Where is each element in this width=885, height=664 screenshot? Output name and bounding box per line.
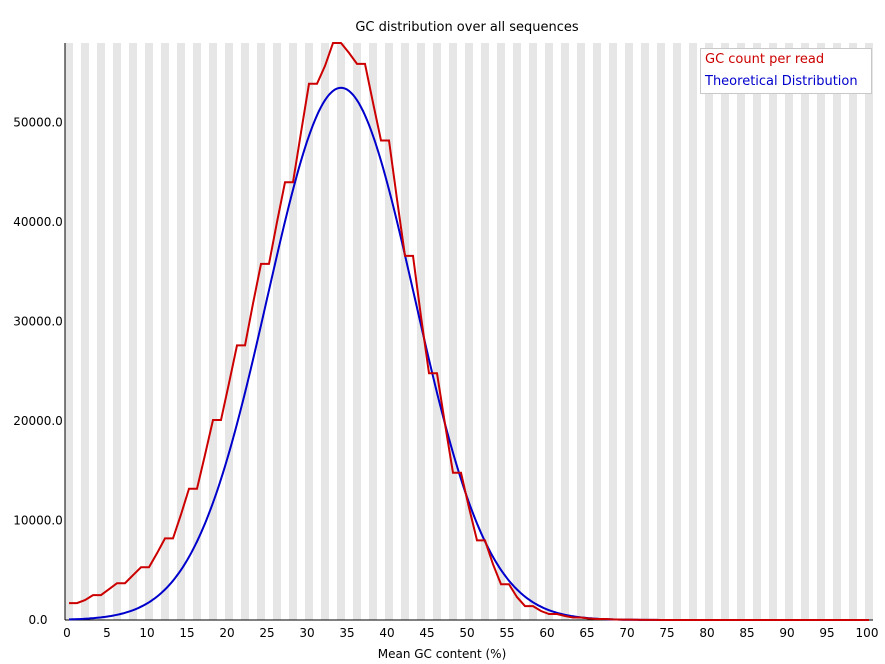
grid-band xyxy=(433,43,441,620)
grid-band xyxy=(785,43,793,620)
x-tick-label: 15 xyxy=(179,626,194,640)
series-lines xyxy=(69,42,869,621)
grid-band xyxy=(273,43,281,620)
grid-band xyxy=(865,43,873,620)
grid-band xyxy=(97,43,105,620)
grid-band xyxy=(721,43,729,620)
grid-band xyxy=(657,43,665,620)
grid-band xyxy=(529,43,537,620)
grid-band xyxy=(417,43,425,620)
x-tick-label: 50 xyxy=(459,626,474,640)
grid-band xyxy=(145,43,153,620)
grid-band xyxy=(321,43,329,620)
x-tick-label: 65 xyxy=(579,626,594,640)
x-tick-label: 90 xyxy=(779,626,794,640)
grid-band xyxy=(625,43,633,620)
grid-band xyxy=(337,43,345,620)
x-axis-label: Mean GC content (%) xyxy=(378,647,507,661)
x-tick-label: 70 xyxy=(619,626,634,640)
grid-band xyxy=(209,43,217,620)
grid-band xyxy=(369,43,377,620)
grid-band xyxy=(129,43,137,620)
x-tick-label: 5 xyxy=(103,626,111,640)
grid-band xyxy=(593,43,601,620)
grid-band xyxy=(289,43,297,620)
x-tick-label: 100 xyxy=(856,626,879,640)
grid-band xyxy=(673,43,681,620)
grid-band xyxy=(513,43,521,620)
legend-entry-gc-count: GC count per read xyxy=(705,52,825,67)
grid-band xyxy=(801,43,809,620)
grid-band xyxy=(609,43,617,620)
grid-band xyxy=(545,43,553,620)
y-tick-label: 20000.0 xyxy=(13,414,63,428)
grid-band xyxy=(753,43,761,620)
grid-band xyxy=(497,43,505,620)
x-tick-label: 60 xyxy=(539,626,554,640)
grid-band xyxy=(305,43,313,620)
x-axis-ticks: 0 5 10 15 20 25 30 35 40 45 50 55 60 65 70 75 80 85 90 95 10… xyxy=(63,626,878,640)
grid-band xyxy=(465,43,473,620)
grid-band xyxy=(177,43,185,620)
y-tick-label: 50000.0 xyxy=(13,116,63,130)
grid-band xyxy=(353,43,361,620)
x-tick-label: 10 xyxy=(139,626,154,640)
grid-band xyxy=(449,43,457,620)
x-tick-label: 40 xyxy=(379,626,394,640)
grid-band xyxy=(689,43,697,620)
grid-band xyxy=(769,43,777,620)
gc-count-per-read-line xyxy=(69,42,869,621)
x-tick-label: 35 xyxy=(339,626,354,640)
grid-band xyxy=(257,43,265,620)
grid-band xyxy=(161,43,169,620)
grid-band xyxy=(225,43,233,620)
y-tick-label: 30000.0 xyxy=(13,315,63,329)
y-tick-label: 10000.0 xyxy=(13,514,63,528)
grid-band xyxy=(81,43,89,620)
grid-band xyxy=(705,43,713,620)
y-axis-ticks: 0.0 10000.0 20000.0 30000.0 40000.0 50000.0 xyxy=(13,116,63,627)
legend-entry-theoretical: Theoretical Distribution xyxy=(705,74,858,89)
x-tick-label: 30 xyxy=(299,626,314,640)
x-tick-label: 45 xyxy=(419,626,434,640)
grid-band xyxy=(193,43,201,620)
grid-band xyxy=(561,43,569,620)
grid-band xyxy=(577,43,585,620)
y-tick-label: 0.0 xyxy=(28,613,47,627)
grid-band xyxy=(737,43,745,620)
grid-band xyxy=(113,43,121,620)
grid-band xyxy=(481,43,489,620)
x-tick-label: 80 xyxy=(699,626,714,640)
x-tick-label: 75 xyxy=(659,626,674,640)
x-tick-label: 25 xyxy=(259,626,274,640)
grid-band xyxy=(817,43,825,620)
grid-band xyxy=(401,43,409,620)
x-tick-label: 55 xyxy=(499,626,514,640)
grid-band xyxy=(833,43,841,620)
legend: GC count per read Theoretical Distributi… xyxy=(700,48,872,94)
x-tick-label: 95 xyxy=(819,626,834,640)
grid-bands xyxy=(65,43,873,620)
x-tick-label: 0 xyxy=(63,626,71,640)
grid-band xyxy=(849,43,857,620)
x-tick-label: 85 xyxy=(739,626,754,640)
chart-title: GC distribution over all sequences xyxy=(355,20,579,35)
grid-band xyxy=(385,43,393,620)
grid-band xyxy=(641,43,649,620)
grid-band xyxy=(65,43,73,620)
y-tick-label: 40000.0 xyxy=(13,215,63,229)
grid-band xyxy=(241,43,249,620)
x-tick-label: 20 xyxy=(219,626,234,640)
